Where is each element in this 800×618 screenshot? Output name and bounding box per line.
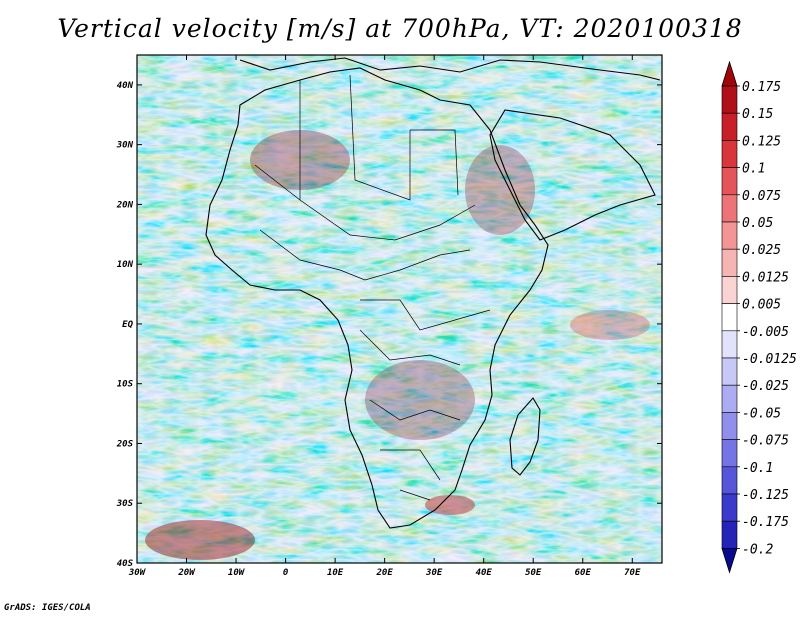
latitude-axis: 40N 30N 20N 10N EQ 10S 20S 30S 40S (116, 81, 662, 569)
colorbar-label: 0.0125 (742, 270, 789, 285)
lon-tick-label: 0 (283, 568, 289, 578)
lon-tick-label: 30W (128, 568, 147, 578)
map-title: Vertical velocity [m/s] at 700hPa, VT: 2… (57, 14, 743, 43)
colorbar-swatch (721, 520, 738, 549)
colorbar-bottom-arrow (721, 548, 738, 574)
lon-tick-label: 20E (376, 568, 394, 578)
colorbar-label: 0.025 (742, 243, 781, 258)
lon-tick-label: 20W (177, 568, 196, 578)
longitude-axis: 30W 20W 10W 0 10E 20E 30E 40E 50E 60E 70E (128, 55, 641, 578)
lat-tick-label: 10S (117, 380, 134, 390)
colorbar-swatch (721, 493, 738, 522)
lat-tick-label: 30S (116, 499, 134, 509)
colorbar-swatch (721, 330, 738, 359)
colorbar-label: -0.0125 (742, 352, 797, 367)
lon-tick-label: 10W (228, 568, 246, 578)
africa-coastline (205, 67, 549, 529)
lon-tick-label: 30E (425, 568, 443, 578)
colorbar-swatch (721, 140, 738, 168)
colorbar-label: 0.005 (742, 298, 781, 313)
lat-tick-label: 40S (117, 559, 134, 569)
coastlines (205, 57, 661, 529)
colorbar-label: -0.005 (742, 325, 789, 340)
credit-text: GrADS: IGES/COLA (4, 603, 91, 613)
lon-tick-label: 10E (327, 568, 344, 578)
vertical-velocity-field (137, 55, 662, 563)
lon-tick-label: 50E (525, 568, 542, 578)
arabia-coastline (489, 109, 656, 241)
lon-tick-label: 70E (624, 568, 641, 578)
lat-tick-label: 20N (116, 200, 134, 210)
colorbar-label: -0.175 (742, 515, 789, 530)
colorbar: 0.175 0.15 0.125 0.1 0.075 0.05 0.025 0.0125 0.0… (721, 60, 797, 574)
colorbar-label: 0.075 (742, 189, 781, 204)
colorbar-label: 0.125 (742, 134, 781, 149)
colorbar-swatch (721, 412, 738, 440)
map-frame (136, 54, 663, 564)
colorbar-swatch (721, 85, 738, 114)
colorbar-swatch (721, 357, 738, 386)
colorbar-label: -0.075 (742, 434, 789, 449)
colorbar-label: -0.025 (742, 379, 789, 394)
lat-tick-label: 10N (117, 260, 134, 270)
lat-tick-label: 30N (116, 141, 134, 151)
colorbar-swatch (721, 112, 738, 141)
country-borders (254, 74, 491, 501)
europe-coastline (239, 57, 661, 81)
colorbar-top-arrow (721, 60, 738, 87)
lat-tick-label: 40N (117, 81, 134, 91)
colorbar-label: 0.175 (742, 80, 781, 95)
colorbar-label: -0.2 (742, 542, 773, 557)
colorbar-swatch (721, 439, 738, 468)
colorbar-swatch (721, 167, 738, 196)
colorbar-swatch (721, 384, 738, 413)
lon-tick-label: 40E (476, 568, 493, 578)
colorbar-swatch (721, 303, 738, 332)
colorbar-swatch (721, 276, 738, 304)
lat-tick-label: EQ (122, 320, 133, 330)
colorbar-swatch (721, 248, 738, 277)
colorbar-swatch (721, 221, 738, 250)
madagascar-coastline (509, 397, 541, 476)
colorbar-label: 0.1 (742, 162, 765, 177)
colorbar-label: -0.05 (742, 406, 781, 421)
colorbar-label: 0.15 (742, 107, 773, 122)
colorbar-label: -0.125 (742, 488, 789, 503)
lat-tick-label: 20S (116, 439, 134, 449)
colorbar-label: -0.1 (742, 461, 773, 476)
colorbar-swatch (721, 466, 738, 495)
colorbar-swatch (721, 194, 738, 223)
lon-tick-label: 60E (575, 568, 592, 578)
colorbar-label: 0.05 (742, 216, 773, 231)
